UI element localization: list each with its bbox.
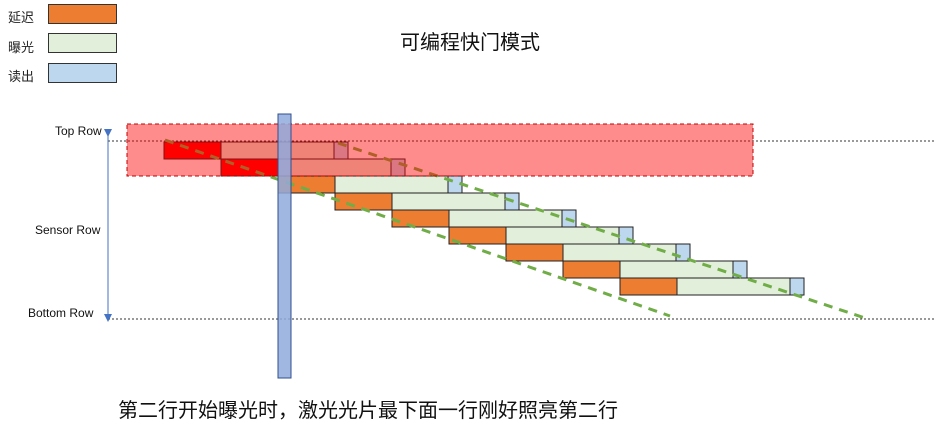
delay-block-row-4 (334, 192, 393, 211)
diagonal-guides (164, 138, 866, 320)
legend-label-exposure: 曝光 (8, 41, 35, 56)
top-row-label: Top Row (55, 124, 102, 138)
end-exposure-diagonal (337, 141, 866, 320)
legend-label-readout: 读出 (8, 70, 35, 85)
legend-label-delay: 延迟 (8, 11, 35, 26)
sensor-row-label: Sensor Row (35, 223, 101, 237)
highlight-box (126, 123, 754, 177)
legend-swatch-exposure (48, 33, 117, 53)
exposure-block-row-9 (676, 277, 791, 296)
diagram-title: 可编程快门模式 (400, 30, 540, 54)
delay-block-row-8 (562, 260, 621, 279)
exposure-block-row-8 (619, 260, 734, 279)
bottom-row-label: Bottom Row (28, 306, 94, 320)
delay-block-row-9 (619, 277, 678, 296)
delay-block-row-5 (391, 209, 450, 228)
legend-swatch-delay (48, 4, 117, 24)
legend-swatch-readout (48, 63, 117, 83)
readout-block-row-9 (789, 277, 805, 296)
exposure-block-row-5 (448, 209, 563, 228)
laser-sheet-bar (277, 113, 292, 379)
exposure-block-row-3 (334, 175, 449, 194)
exposure-block-row-4 (391, 192, 506, 211)
caption: 第二行开始曝光时，激光光片最下面一行刚好照亮第二行 (118, 398, 618, 422)
delay-block-row-7 (505, 243, 564, 262)
exposure-block-row-7 (562, 243, 677, 262)
